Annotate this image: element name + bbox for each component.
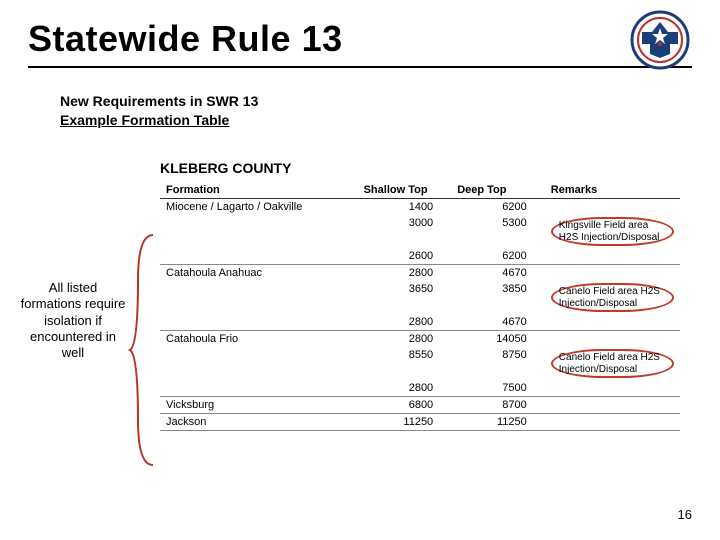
cell-deep-top: 4670 (451, 265, 545, 282)
cell-deep-top: 8700 (451, 397, 545, 414)
cell-formation (160, 347, 358, 380)
cell-deep-top: 5300 (451, 215, 545, 248)
cell-deep-top: 8750 (451, 347, 545, 380)
table-row: 26006200 (160, 248, 680, 265)
cell-shallow-top: 2800 (358, 380, 452, 397)
col-formation: Formation (160, 182, 358, 199)
table-row: 85508750Canelo Field area H2S Injection/… (160, 347, 680, 380)
cell-formation (160, 215, 358, 248)
page-number: 16 (678, 507, 692, 522)
curly-brace-icon (128, 230, 158, 470)
cell-deep-top: 7500 (451, 380, 545, 397)
cell-remarks (545, 199, 680, 216)
cell-shallow-top: 6800 (358, 397, 452, 414)
cell-formation: Catahoula Frio (160, 331, 358, 348)
cell-formation (160, 248, 358, 265)
cell-remarks: Canelo Field area H2S Injection/Disposal (545, 347, 680, 380)
cell-shallow-top: 8550 (358, 347, 452, 380)
col-shallow-top: Shallow Top (358, 182, 452, 199)
cell-shallow-top: 11250 (358, 414, 452, 431)
table-row: Miocene / Lagarto / Oakville14006200 (160, 199, 680, 216)
cell-shallow-top: 2800 (358, 314, 452, 331)
cell-remarks (545, 265, 680, 282)
texas-seal-icon (630, 10, 690, 70)
cell-remarks (545, 380, 680, 397)
cell-deep-top: 11250 (451, 414, 545, 431)
cell-formation: Jackson (160, 414, 358, 431)
cell-remarks (545, 331, 680, 348)
cell-remarks: Kingsville Field area H2S Injection/Disp… (545, 215, 680, 248)
cell-shallow-top: 1400 (358, 199, 452, 216)
formation-table-wrap: KLEBERG COUNTY Formation Shallow Top Dee… (160, 160, 680, 431)
cell-formation (160, 314, 358, 331)
table-row: 28004670 (160, 314, 680, 331)
cell-remarks: Canelo Field area H2S Injection/Disposal (545, 281, 680, 314)
cell-shallow-top: 2800 (358, 331, 452, 348)
cell-formation: Catahoula Anahuac (160, 265, 358, 282)
page-title: Statewide Rule 13 (28, 18, 692, 60)
sub-heading: New Requirements in SWR 13 Example Forma… (60, 92, 258, 130)
table-row: 30005300Kingsville Field area H2S Inject… (160, 215, 680, 248)
title-underline (28, 66, 692, 68)
formation-table: Formation Shallow Top Deep Top Remarks M… (160, 182, 680, 431)
cell-formation (160, 380, 358, 397)
table-row: 28007500 (160, 380, 680, 397)
table-row: Vicksburg68008700 (160, 397, 680, 414)
cell-deep-top: 14050 (451, 331, 545, 348)
cell-remarks (545, 414, 680, 431)
cell-deep-top: 3850 (451, 281, 545, 314)
cell-shallow-top: 2600 (358, 248, 452, 265)
table-row: 36503850Canelo Field area H2S Injection/… (160, 281, 680, 314)
cell-deep-top: 6200 (451, 248, 545, 265)
cell-remarks (545, 397, 680, 414)
remark-highlight: Canelo Field area H2S Injection/Disposal (551, 283, 674, 312)
cell-formation (160, 281, 358, 314)
cell-remarks (545, 248, 680, 265)
seal-svg (630, 10, 690, 70)
table-row: Jackson1125011250 (160, 414, 680, 431)
table-body: Miocene / Lagarto / Oakville140062003000… (160, 199, 680, 431)
cell-shallow-top: 3000 (358, 215, 452, 248)
title-bar: Statewide Rule 13 (28, 18, 692, 68)
cell-deep-top: 4670 (451, 314, 545, 331)
sub-line2: Example Formation Table (60, 111, 258, 130)
cell-deep-top: 6200 (451, 199, 545, 216)
cell-shallow-top: 2800 (358, 265, 452, 282)
cell-remarks (545, 314, 680, 331)
county-header: KLEBERG COUNTY (160, 160, 680, 176)
col-remarks: Remarks (545, 182, 680, 199)
col-deep-top: Deep Top (451, 182, 545, 199)
slide: Statewide Rule 13 New Requirements in SW… (0, 0, 720, 540)
cell-formation: Miocene / Lagarto / Oakville (160, 199, 358, 216)
table-row: Catahoula Anahuac28004670 (160, 265, 680, 282)
cell-formation: Vicksburg (160, 397, 358, 414)
sub-line1: New Requirements in SWR 13 (60, 92, 258, 111)
remark-highlight: Kingsville Field area H2S Injection/Disp… (551, 217, 674, 246)
remark-highlight: Canelo Field area H2S Injection/Disposal (551, 349, 674, 378)
cell-shallow-top: 3650 (358, 281, 452, 314)
table-row: Catahoula Frio280014050 (160, 331, 680, 348)
callout-text: All listed formations require isolation … (18, 280, 128, 361)
